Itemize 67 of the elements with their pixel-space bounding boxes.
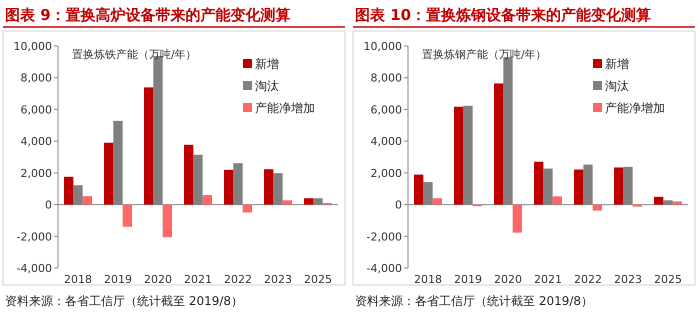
bar xyxy=(242,204,252,212)
chart-title: 图表 9：置换高炉设备带来的产能变化测算 xyxy=(5,6,291,24)
x-tick-label: 2022 xyxy=(574,273,602,286)
bar xyxy=(144,87,154,205)
x-tick-label: 2018 xyxy=(64,273,92,286)
y-axis-title: 置换炼铁产能（万吨/年） xyxy=(72,48,197,61)
y-tick-label: 8,000 xyxy=(20,72,52,85)
x-tick-label: 2023 xyxy=(614,273,642,286)
bar xyxy=(574,170,584,205)
bar xyxy=(552,196,562,205)
legend-label: 新增 xyxy=(605,57,629,71)
bar xyxy=(304,198,314,205)
bar xyxy=(592,204,602,211)
y-tick-label: -4,000 xyxy=(366,262,402,275)
x-tick-label: 2019 xyxy=(454,273,482,286)
x-tick-label: 2025 xyxy=(654,273,682,286)
x-tick-label: 2021 xyxy=(184,273,212,286)
bar xyxy=(224,170,234,205)
bar xyxy=(202,195,212,205)
bar xyxy=(104,142,114,205)
bar xyxy=(162,204,172,238)
legend-label: 产能净增加 xyxy=(605,101,665,115)
bar xyxy=(534,162,544,205)
bar xyxy=(614,167,624,205)
legend-label: 淘汰 xyxy=(605,79,629,93)
bar xyxy=(264,169,274,205)
y-tick-label: -2,000 xyxy=(16,230,52,244)
y-tick-label: 0 xyxy=(395,198,402,212)
bar xyxy=(64,176,74,205)
bar xyxy=(672,201,682,205)
bar xyxy=(184,144,194,205)
y-tick-label: 4,000 xyxy=(370,135,402,148)
text: 资料来源：各省工信厅（统计截至 2019/8） xyxy=(5,294,244,308)
text: 资料来源：各省工信厅（统计截至 2019/8） xyxy=(355,294,594,308)
bar xyxy=(432,198,442,205)
y-tick-label: 6,000 xyxy=(370,103,402,116)
y-tick-label: -4,000 xyxy=(16,262,52,275)
x-tick-label: 2018 xyxy=(414,273,442,286)
bar xyxy=(122,204,132,227)
legend-label: 产能净增加 xyxy=(255,101,315,115)
bar xyxy=(282,200,292,205)
chart-title: 图表 10：置换炼钢设备带来的产能变化测算 xyxy=(355,6,652,24)
y-tick-label: -2,000 xyxy=(366,230,402,244)
x-tick-label: 2022 xyxy=(224,273,252,286)
y-tick-label: 10,000 xyxy=(364,40,402,53)
y-tick-label: 10,000 xyxy=(14,40,52,53)
y-tick-label: 2,000 xyxy=(370,166,402,180)
x-tick-label: 2021 xyxy=(534,273,562,286)
x-tick-label: 2023 xyxy=(264,273,292,286)
bar xyxy=(654,196,664,205)
x-tick-label: 2025 xyxy=(304,273,332,286)
legend-label: 新增 xyxy=(255,57,279,71)
y-tick-label: 8,000 xyxy=(370,72,402,85)
x-tick-label: 2020 xyxy=(144,273,172,286)
x-tick-label: 2020 xyxy=(494,273,522,286)
y-axis-title: 置换炼钢产能（万吨/年） xyxy=(422,48,547,61)
bar xyxy=(454,106,464,205)
legend-label: 淘汰 xyxy=(255,79,279,93)
bar xyxy=(512,204,522,233)
y-tick-label: 4,000 xyxy=(20,135,52,148)
y-tick-label: 2,000 xyxy=(20,166,52,180)
bar xyxy=(414,174,424,205)
x-tick-label: 2019 xyxy=(104,273,132,286)
bar xyxy=(494,83,504,205)
y-tick-label: 6,000 xyxy=(20,103,52,116)
bar xyxy=(82,196,92,205)
y-tick-label: 0 xyxy=(45,198,52,212)
